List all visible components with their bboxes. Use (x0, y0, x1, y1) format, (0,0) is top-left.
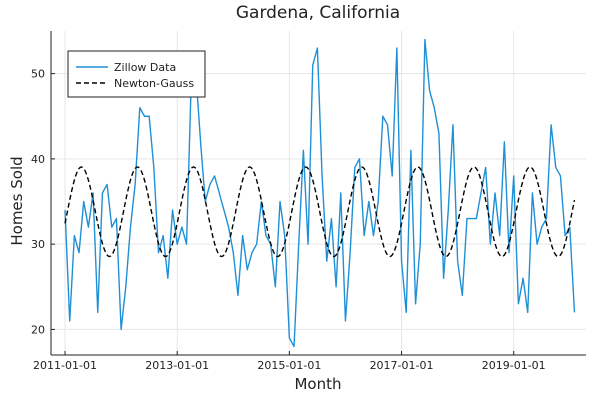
y-tick-label: 20 (31, 323, 45, 336)
legend: Zillow Data Newton-Gauss (67, 50, 206, 98)
tick-labels: 2011-01-01 2013-01-01 2015-01-01 2017-01-01… (31, 68, 546, 372)
legend-box (67, 50, 206, 98)
x-axis-title: Month (294, 375, 341, 393)
chart-title: Gardena, California (236, 3, 400, 23)
x-tick-label: 2019-01-01 (482, 359, 546, 372)
x-tick-label: 2013-01-01 (145, 359, 209, 372)
x-tick-label: 2015-01-01 (257, 359, 321, 372)
series-newton-gauss (64, 166, 576, 258)
axes (50, 31, 586, 356)
series-zillow-data (64, 38, 576, 348)
y-tick-label: 40 (31, 153, 45, 166)
y-tick-label: 30 (31, 238, 45, 251)
x-tick-label: 2017-01-01 (370, 359, 434, 372)
y-axis-title: Homes Sold (8, 156, 26, 245)
legend-label-newton-gauss: Newton-Gauss (114, 77, 194, 90)
legend-label-zillow: Zillow Data (114, 61, 176, 74)
x-tick-label: 2011-01-01 (33, 359, 97, 372)
y-tick-label: 50 (31, 68, 45, 81)
plot-area (64, 38, 576, 348)
